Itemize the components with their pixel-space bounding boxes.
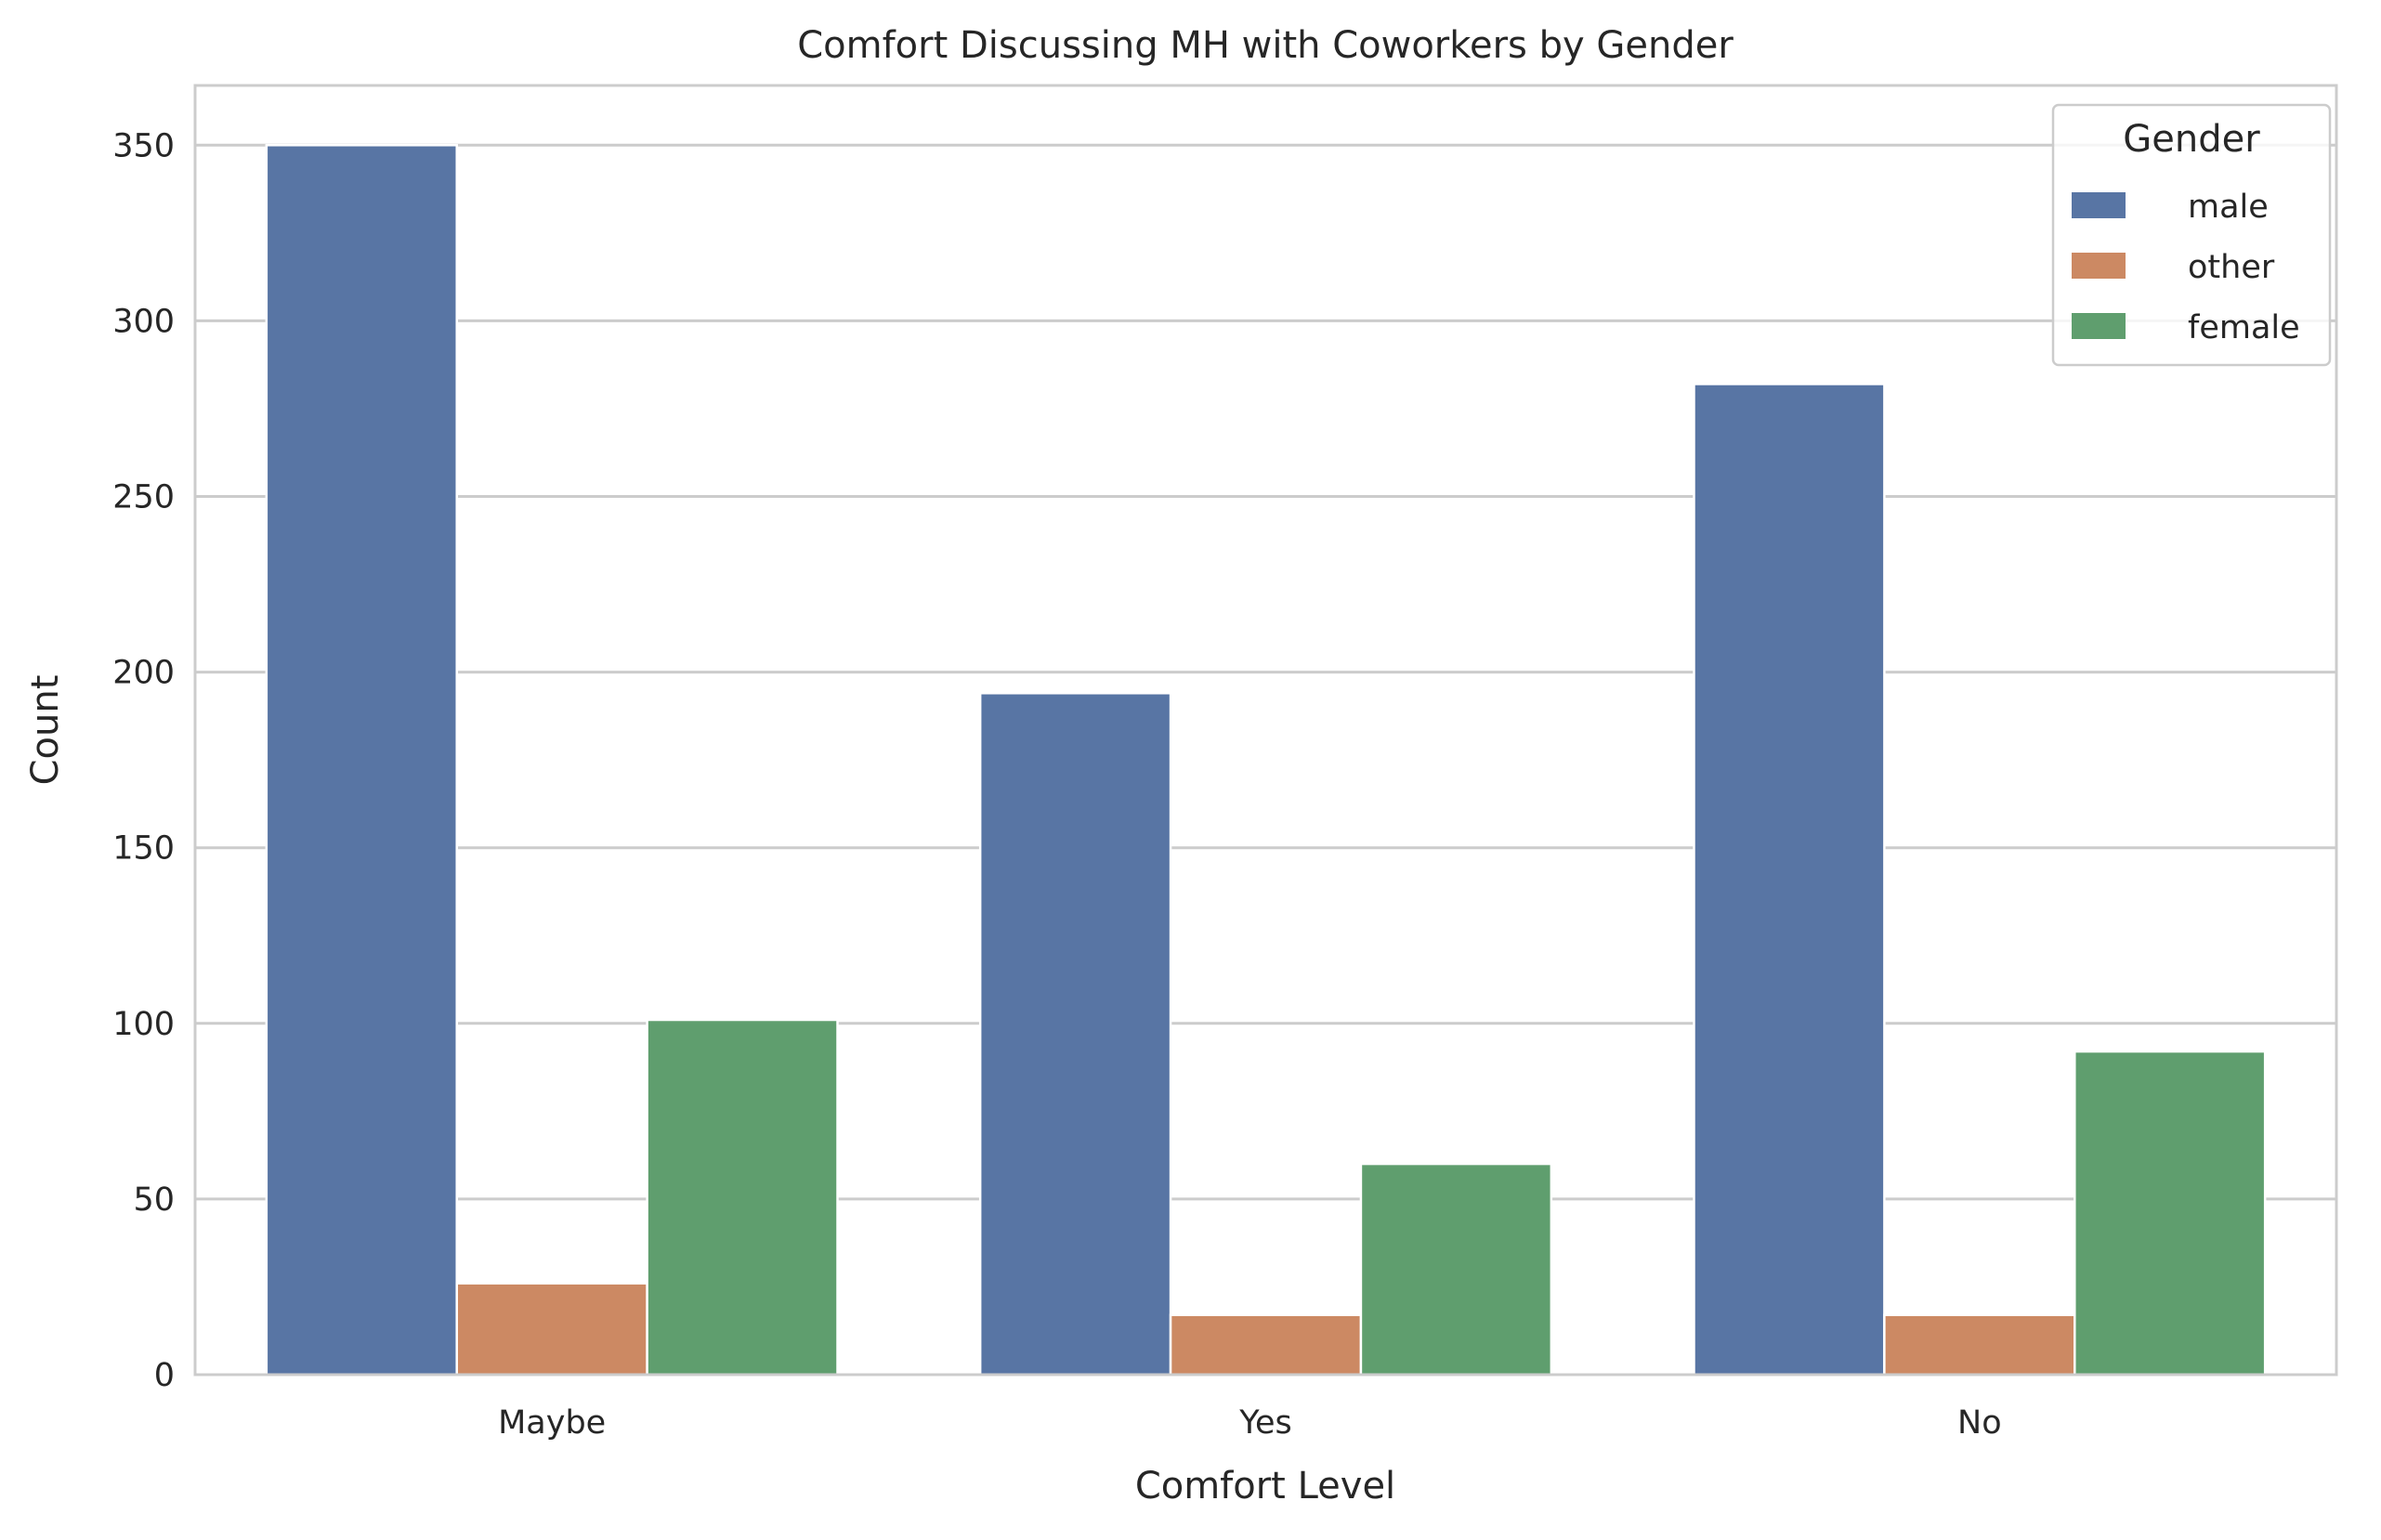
legend-items: male other female [2072,189,2300,346]
y-tick-label: 250 [112,478,175,516]
x-tick-label: No [1957,1404,2002,1442]
x-tick-label: Yes [1238,1404,1292,1442]
plot-background [195,85,2336,1375]
y-tick-label: 0 [154,1357,175,1394]
bar-other-maybe [455,1282,648,1377]
x-axis-label: Comfort Level [1135,1465,1395,1507]
bar-male-maybe [265,144,458,1377]
bar-other-yes [1169,1313,1363,1377]
legend-label-female: female [2188,309,2300,346]
y-tick-label: 50 [133,1181,175,1219]
legend-label-other: other [2188,249,2275,286]
plot-frame [193,84,2338,1377]
bar-male-yes [978,692,1172,1377]
legend-swatch-female [2072,313,2126,339]
gridlines [195,143,2336,1377]
legend-swatch-other [2072,253,2126,279]
bar-other-no [1883,1313,2076,1377]
y-tick-labels: 0 50 100 150 200 250 300 350 [112,127,175,1394]
legend-label-male: male [2188,189,2269,226]
x-tick-labels: Maybe Yes No [498,1404,2002,1442]
y-tick-label: 350 [112,127,175,164]
bars [265,144,2267,1377]
y-tick-label: 100 [112,1006,175,1043]
y-axis-label: Count [24,675,67,786]
bar-female-yes [1359,1162,1553,1377]
bar-female-no [2074,1050,2267,1377]
y-tick-label: 150 [112,830,175,868]
x-tick-label: Maybe [498,1404,606,1442]
legend-frame [2051,103,2332,367]
y-tick-label: 300 [112,303,175,340]
bar-female-maybe [646,1018,839,1377]
chart-title: Comfort Discussing MH with Coworkers by … [797,24,1733,67]
y-tick-label: 200 [112,655,175,692]
legend: Gender male other female [2051,103,2332,367]
bar-male-no [1693,383,1886,1377]
legend-swatch-male [2072,192,2126,218]
legend-title: Gender [2123,118,2260,161]
